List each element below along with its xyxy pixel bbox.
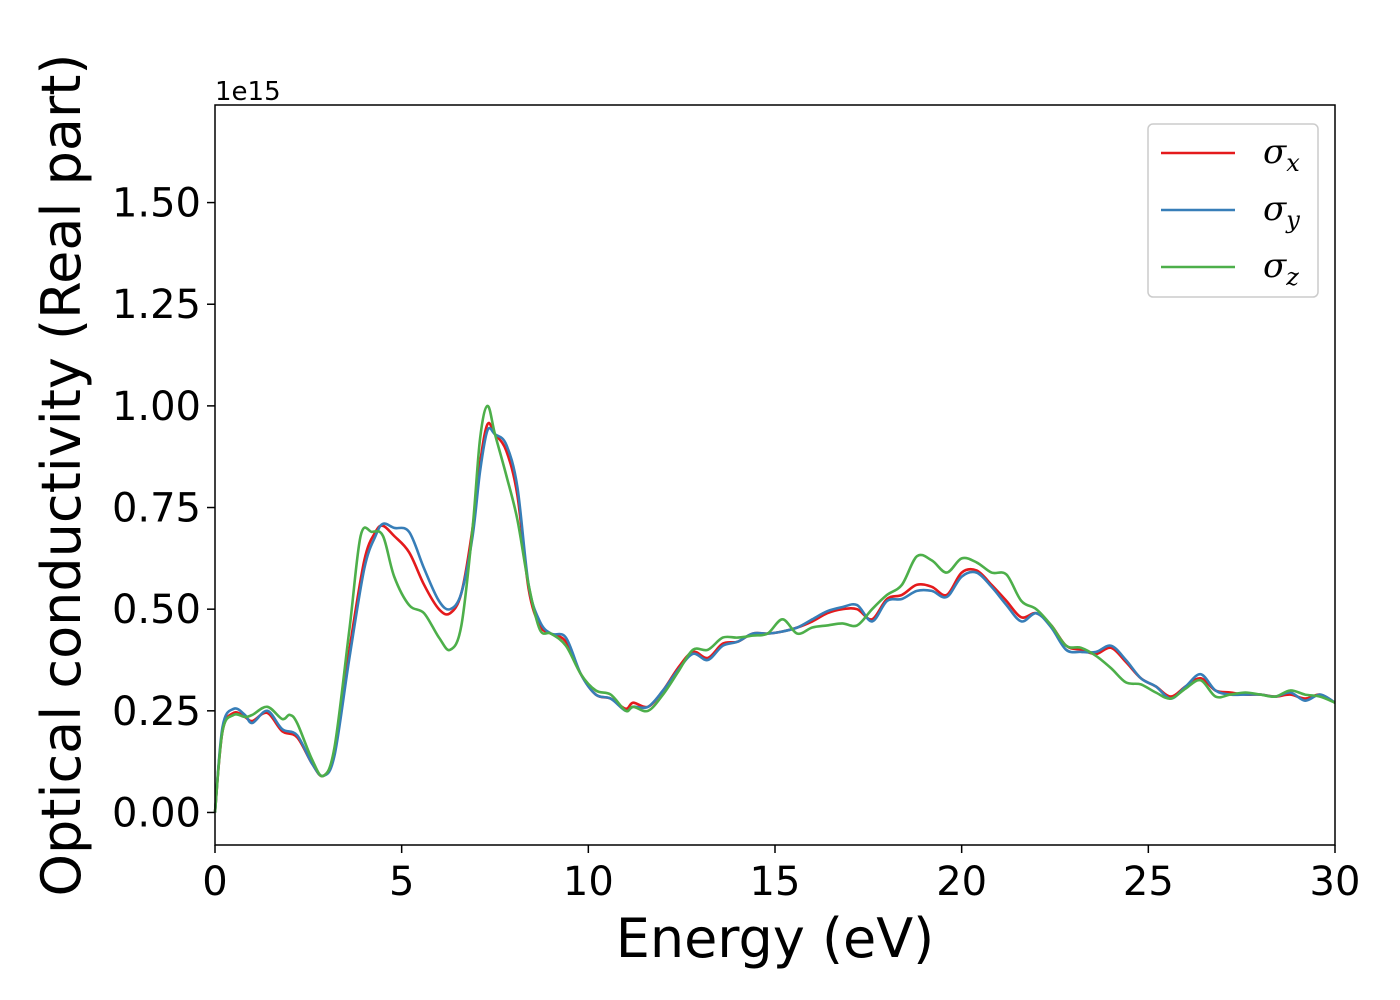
y-axis-label: Optical conductivity (Real part) <box>30 54 93 897</box>
x-tick-label: 10 <box>563 859 614 905</box>
x-axis-label: Energy (eV) <box>616 907 935 970</box>
y-tick-label: 0.75 <box>112 486 201 532</box>
series-line-z <box>213 404 1336 813</box>
x-axis-ticks: 0 5 10 15 20 25 30 <box>202 845 1360 905</box>
x-tick-label: 0 <box>202 859 227 905</box>
y-offset-label: 1e15 <box>215 77 281 107</box>
x-tick-label: 5 <box>389 859 414 905</box>
y-tick-label: 1.00 <box>112 384 201 430</box>
x-tick-label: 20 <box>936 859 987 905</box>
y-tick-label: 0.00 <box>112 790 201 836</box>
y-tick-label: 1.25 <box>112 282 201 328</box>
y-tick-label: 1.50 <box>112 181 201 227</box>
x-tick-label: 30 <box>1310 859 1361 905</box>
series-line-y <box>213 426 1336 813</box>
series-lines <box>213 404 1336 813</box>
x-tick-label: 25 <box>1123 859 1174 905</box>
y-tick-label: 0.25 <box>112 689 201 735</box>
y-axis-ticks: 0.00 0.25 0.50 0.75 1.00 1.25 1.50 <box>112 181 215 836</box>
y-tick-label: 0.50 <box>112 587 201 633</box>
x-tick-label: 15 <box>750 859 801 905</box>
